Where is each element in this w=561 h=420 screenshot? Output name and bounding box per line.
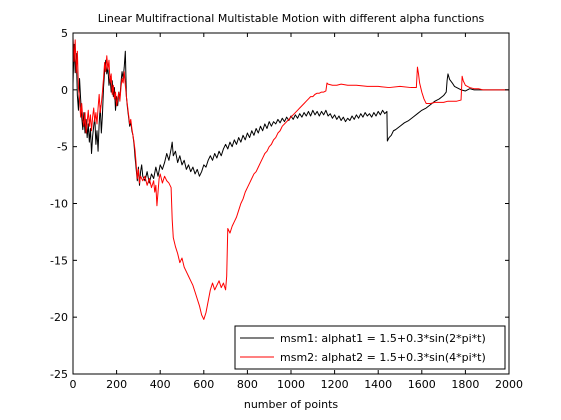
series-line-msm2 [72, 37, 509, 320]
x-tick-label: 600 [193, 378, 214, 391]
x-tick-label: 1200 [321, 378, 349, 391]
legend: msm1: alphat1 = 1.5+0.3*sin(2*pi*t) msm2… [234, 325, 506, 370]
y-tick-label: 0 [61, 84, 68, 97]
x-tick-label: 800 [237, 378, 258, 391]
x-tick-label: 1400 [364, 378, 392, 391]
x-tick-label: 400 [150, 378, 171, 391]
plot-area [73, 33, 509, 374]
series-line-msm1 [72, 43, 509, 186]
x-tick-label: 1000 [277, 378, 305, 391]
tick-layer: 0 200 400 600 800 1000 1200 1400 1600 1800 200050-… [50, 27, 523, 391]
x-tick-label: 1800 [451, 378, 479, 391]
y-tick-label: 5 [61, 27, 68, 40]
chart-title: Linear Multifractional Multistable Motio… [98, 12, 485, 25]
legend-label-msm2: msm2: alphat2 = 1.5+0.3*sin(4*pi*t) [280, 351, 486, 364]
x-tick-label: 200 [106, 378, 127, 391]
y-tick-label: -25 [50, 368, 68, 381]
x-tick-label: 1600 [408, 378, 436, 391]
y-tick-label: -20 [50, 311, 68, 324]
x-tick-label: 2000 [495, 378, 523, 391]
series-layer [72, 37, 509, 320]
x-axis-label: number of points [244, 398, 339, 411]
y-tick-label: -10 [50, 198, 68, 211]
legend-box [234, 325, 506, 370]
y-tick-label: -15 [50, 254, 68, 267]
legend-label-msm1: msm1: alphat1 = 1.5+0.3*sin(2*pi*t) [280, 332, 486, 345]
y-tick-label: -5 [57, 141, 68, 154]
x-tick-label: 0 [70, 378, 77, 391]
